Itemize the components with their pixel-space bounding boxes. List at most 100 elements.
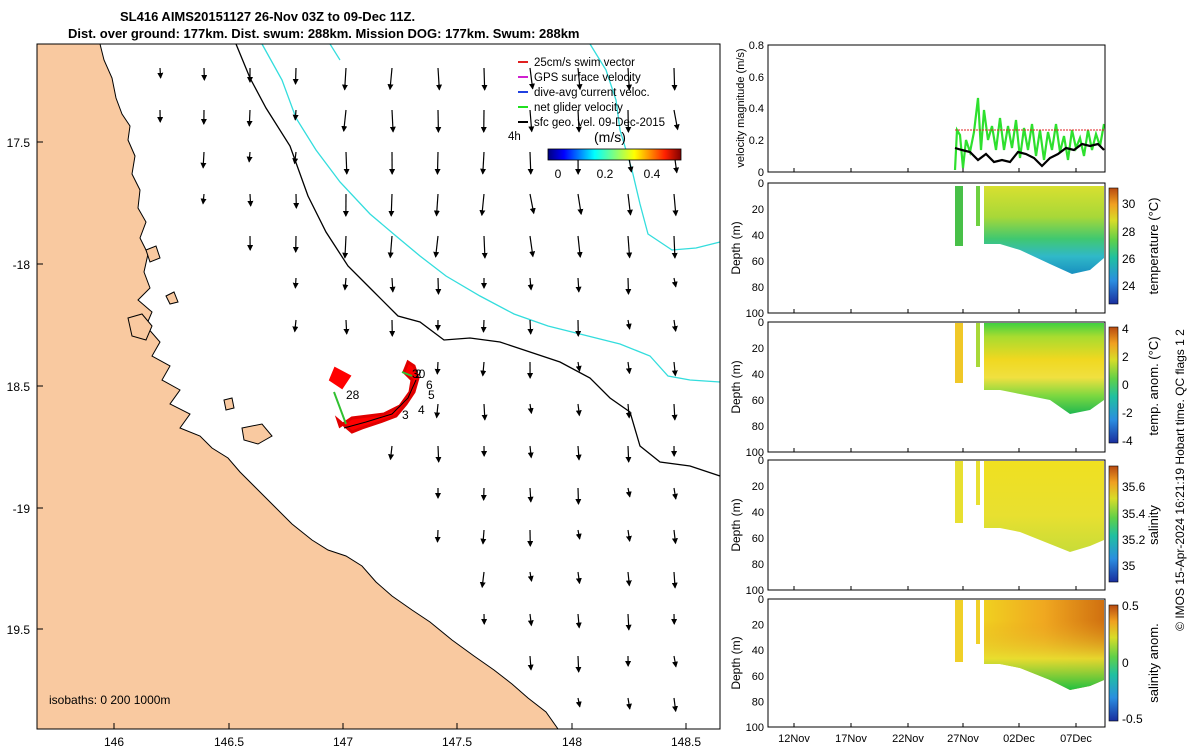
temp_anom-cbtick: 0 bbox=[1122, 378, 1129, 392]
velocity-series bbox=[953, 97, 1106, 171]
map-y-tick-label: 19.5 bbox=[7, 623, 31, 637]
velocity-arrow bbox=[625, 571, 632, 587]
map-latitude-ticks: 17.5 -18 18.5 -19 19.5 bbox=[7, 136, 43, 637]
depth-tick: 0 bbox=[758, 178, 764, 190]
velocity-arrow bbox=[480, 151, 487, 175]
temperature-cblabel: temperature (°C) bbox=[1146, 198, 1161, 295]
temp_anom-cbtick: 4 bbox=[1122, 322, 1129, 336]
velocity-arrow bbox=[575, 403, 582, 417]
velocity-arrow bbox=[247, 193, 254, 207]
velocity-arrow bbox=[527, 655, 534, 671]
velocity-arrow bbox=[529, 235, 536, 258]
salinity-cbtick: 35.4 bbox=[1122, 507, 1146, 521]
map-x-tick-label: 146 bbox=[104, 735, 124, 749]
velocity-arrow bbox=[529, 67, 535, 90]
depth-tick: 40 bbox=[752, 507, 764, 519]
velocity-arrow bbox=[626, 67, 633, 91]
map-x-tick-label: 148.5 bbox=[671, 735, 701, 749]
velocity-arrow bbox=[157, 67, 164, 79]
velocity-arrow bbox=[433, 235, 440, 258]
velocity-arrow bbox=[436, 67, 443, 91]
speed-colorbar-ticks: 0 0.2 0.4 bbox=[555, 167, 661, 181]
velocity-ytick: 0 bbox=[758, 167, 764, 179]
temperature-cbtick: 26 bbox=[1122, 252, 1136, 266]
depth-tick: 60 bbox=[752, 533, 764, 545]
map-x-tick-label: 146.5 bbox=[214, 735, 244, 749]
track-label: 4 bbox=[418, 403, 425, 417]
velocity-ylabel: velocity magnitude (m/s) bbox=[735, 48, 747, 167]
temperature-cbtick: 24 bbox=[1122, 279, 1136, 293]
map-longitude-ticks: 146 146.5 147 147.5 148 148.5 bbox=[104, 723, 701, 749]
salinity-colorbar bbox=[1108, 465, 1119, 583]
velocity-arrow bbox=[625, 529, 632, 543]
speed-colorbar-tick: 0.4 bbox=[644, 167, 661, 181]
velocity-arrow bbox=[389, 109, 396, 133]
velocity-arrow bbox=[527, 319, 534, 335]
velocity-arrow bbox=[292, 277, 299, 289]
velocity-arrow bbox=[480, 319, 487, 333]
time-xtick: 12Nov bbox=[778, 733, 810, 745]
depth-tick: 20 bbox=[752, 204, 764, 216]
sal-anom-panel-frame bbox=[767, 598, 1106, 728]
velocity-arrow bbox=[387, 67, 394, 91]
velocity-arrow bbox=[672, 697, 679, 713]
track-label: 2 bbox=[415, 367, 422, 381]
velocity-arrow bbox=[481, 235, 488, 259]
velocity-arrow bbox=[671, 277, 678, 288]
depth-tick: 100 bbox=[746, 722, 764, 734]
legend-extra-4h: 4h bbox=[508, 131, 521, 143]
depth-tick: 0 bbox=[758, 455, 764, 467]
isobath-1000m bbox=[261, 43, 721, 383]
depth-tick: 80 bbox=[752, 559, 764, 571]
chart-title-line2: Dist. over ground: 177km. Dist. swum: 28… bbox=[68, 26, 580, 41]
velocity-arrow bbox=[625, 445, 632, 463]
velocity-arrow bbox=[434, 361, 441, 375]
temp-anom-cblabel: temp. anom. (°C) bbox=[1146, 336, 1161, 435]
isobath-1000m-outer bbox=[589, 43, 721, 251]
velocity-arrow bbox=[527, 445, 534, 459]
velocity-arrow bbox=[246, 109, 253, 127]
velocity-arrow bbox=[626, 235, 633, 259]
velocity-arrow bbox=[577, 193, 584, 216]
legend-entry: net glider velocity bbox=[534, 102, 623, 114]
track-label: 3 bbox=[402, 408, 409, 422]
map-x-tick-label: 147 bbox=[333, 735, 353, 749]
velocity-arrow bbox=[673, 109, 680, 131]
depth-tick: 100 bbox=[746, 447, 764, 459]
velocity-arrow bbox=[575, 613, 582, 629]
sal-anom-colorbar bbox=[1108, 604, 1119, 722]
time-xtick: 22Nov bbox=[892, 733, 924, 745]
velocity-arrow bbox=[672, 487, 678, 500]
velocity-arrow bbox=[527, 613, 534, 627]
sal-anom-cblabel: salinity anom. bbox=[1146, 623, 1161, 702]
velocity-arrow bbox=[527, 151, 534, 175]
velocity-arrow bbox=[434, 403, 441, 419]
velocity-arrow bbox=[576, 67, 583, 91]
depth-tick: 100 bbox=[746, 585, 764, 597]
depth-tick: 20 bbox=[752, 343, 764, 355]
velocity-arrow bbox=[389, 277, 396, 293]
temp_anom-cbtick: -2 bbox=[1122, 406, 1133, 420]
map-legend: 25cm/s swim vector GPS surface velocity di… bbox=[518, 57, 665, 129]
velocity-arrow bbox=[672, 655, 678, 668]
velocity-arrow bbox=[625, 319, 632, 330]
isobath-segment bbox=[329, 43, 341, 61]
velocity-arrow bbox=[671, 403, 678, 421]
salinity-cbtick: 35.6 bbox=[1122, 480, 1146, 494]
colorbar-unit: (m/s) bbox=[594, 129, 626, 145]
depth-tick: 40 bbox=[752, 369, 764, 381]
velocity-arrow bbox=[528, 109, 535, 133]
depth-tick: 60 bbox=[752, 256, 764, 268]
velocity-arrow bbox=[481, 403, 488, 421]
temp-anom-ylabel: Depth (m) bbox=[729, 360, 743, 413]
temp-anom-panel-frame bbox=[767, 321, 1106, 453]
legend-entry: GPS surface velocity bbox=[534, 72, 641, 84]
velocity-arrow bbox=[626, 193, 633, 216]
velocity-arrow bbox=[671, 319, 678, 333]
velocity-arrow bbox=[625, 361, 632, 375]
sal-anom-section bbox=[955, 600, 1104, 690]
velocity-arrow bbox=[625, 403, 632, 419]
temperature-panel-frame bbox=[767, 182, 1106, 314]
velocity-arrow bbox=[388, 445, 395, 461]
